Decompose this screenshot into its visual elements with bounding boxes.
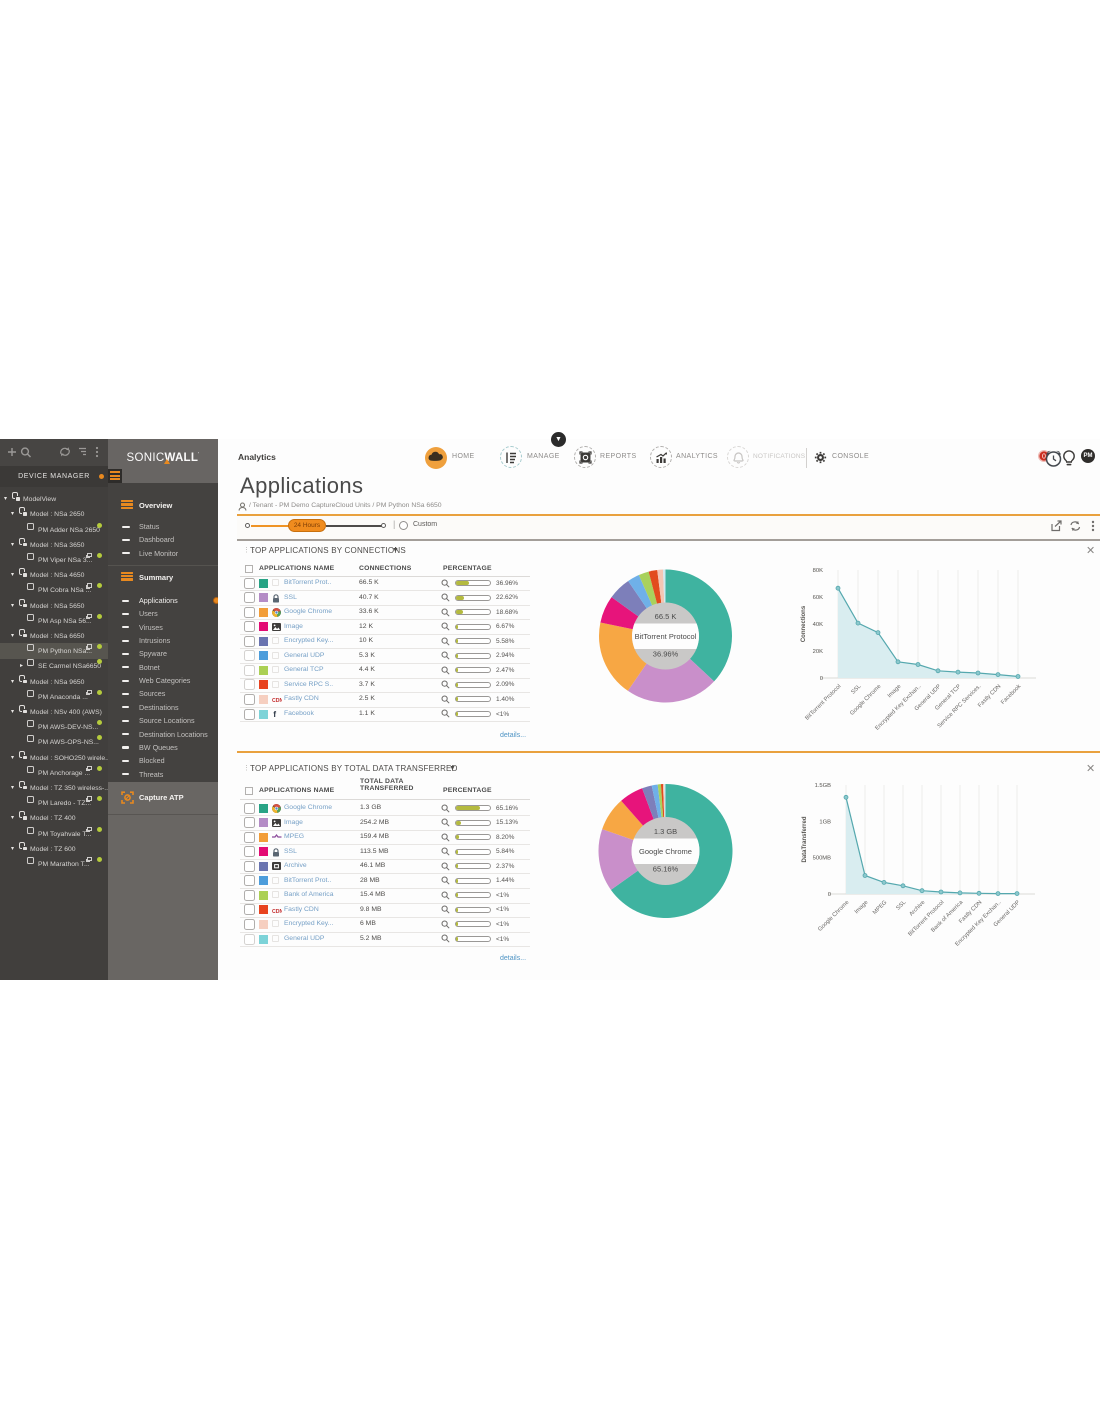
svg-text:CDN: CDN xyxy=(272,909,282,914)
svg-text:0: 0 xyxy=(1042,454,1046,461)
svg-text:CDN: CDN xyxy=(272,698,282,703)
svg-text:f: f xyxy=(273,709,276,718)
